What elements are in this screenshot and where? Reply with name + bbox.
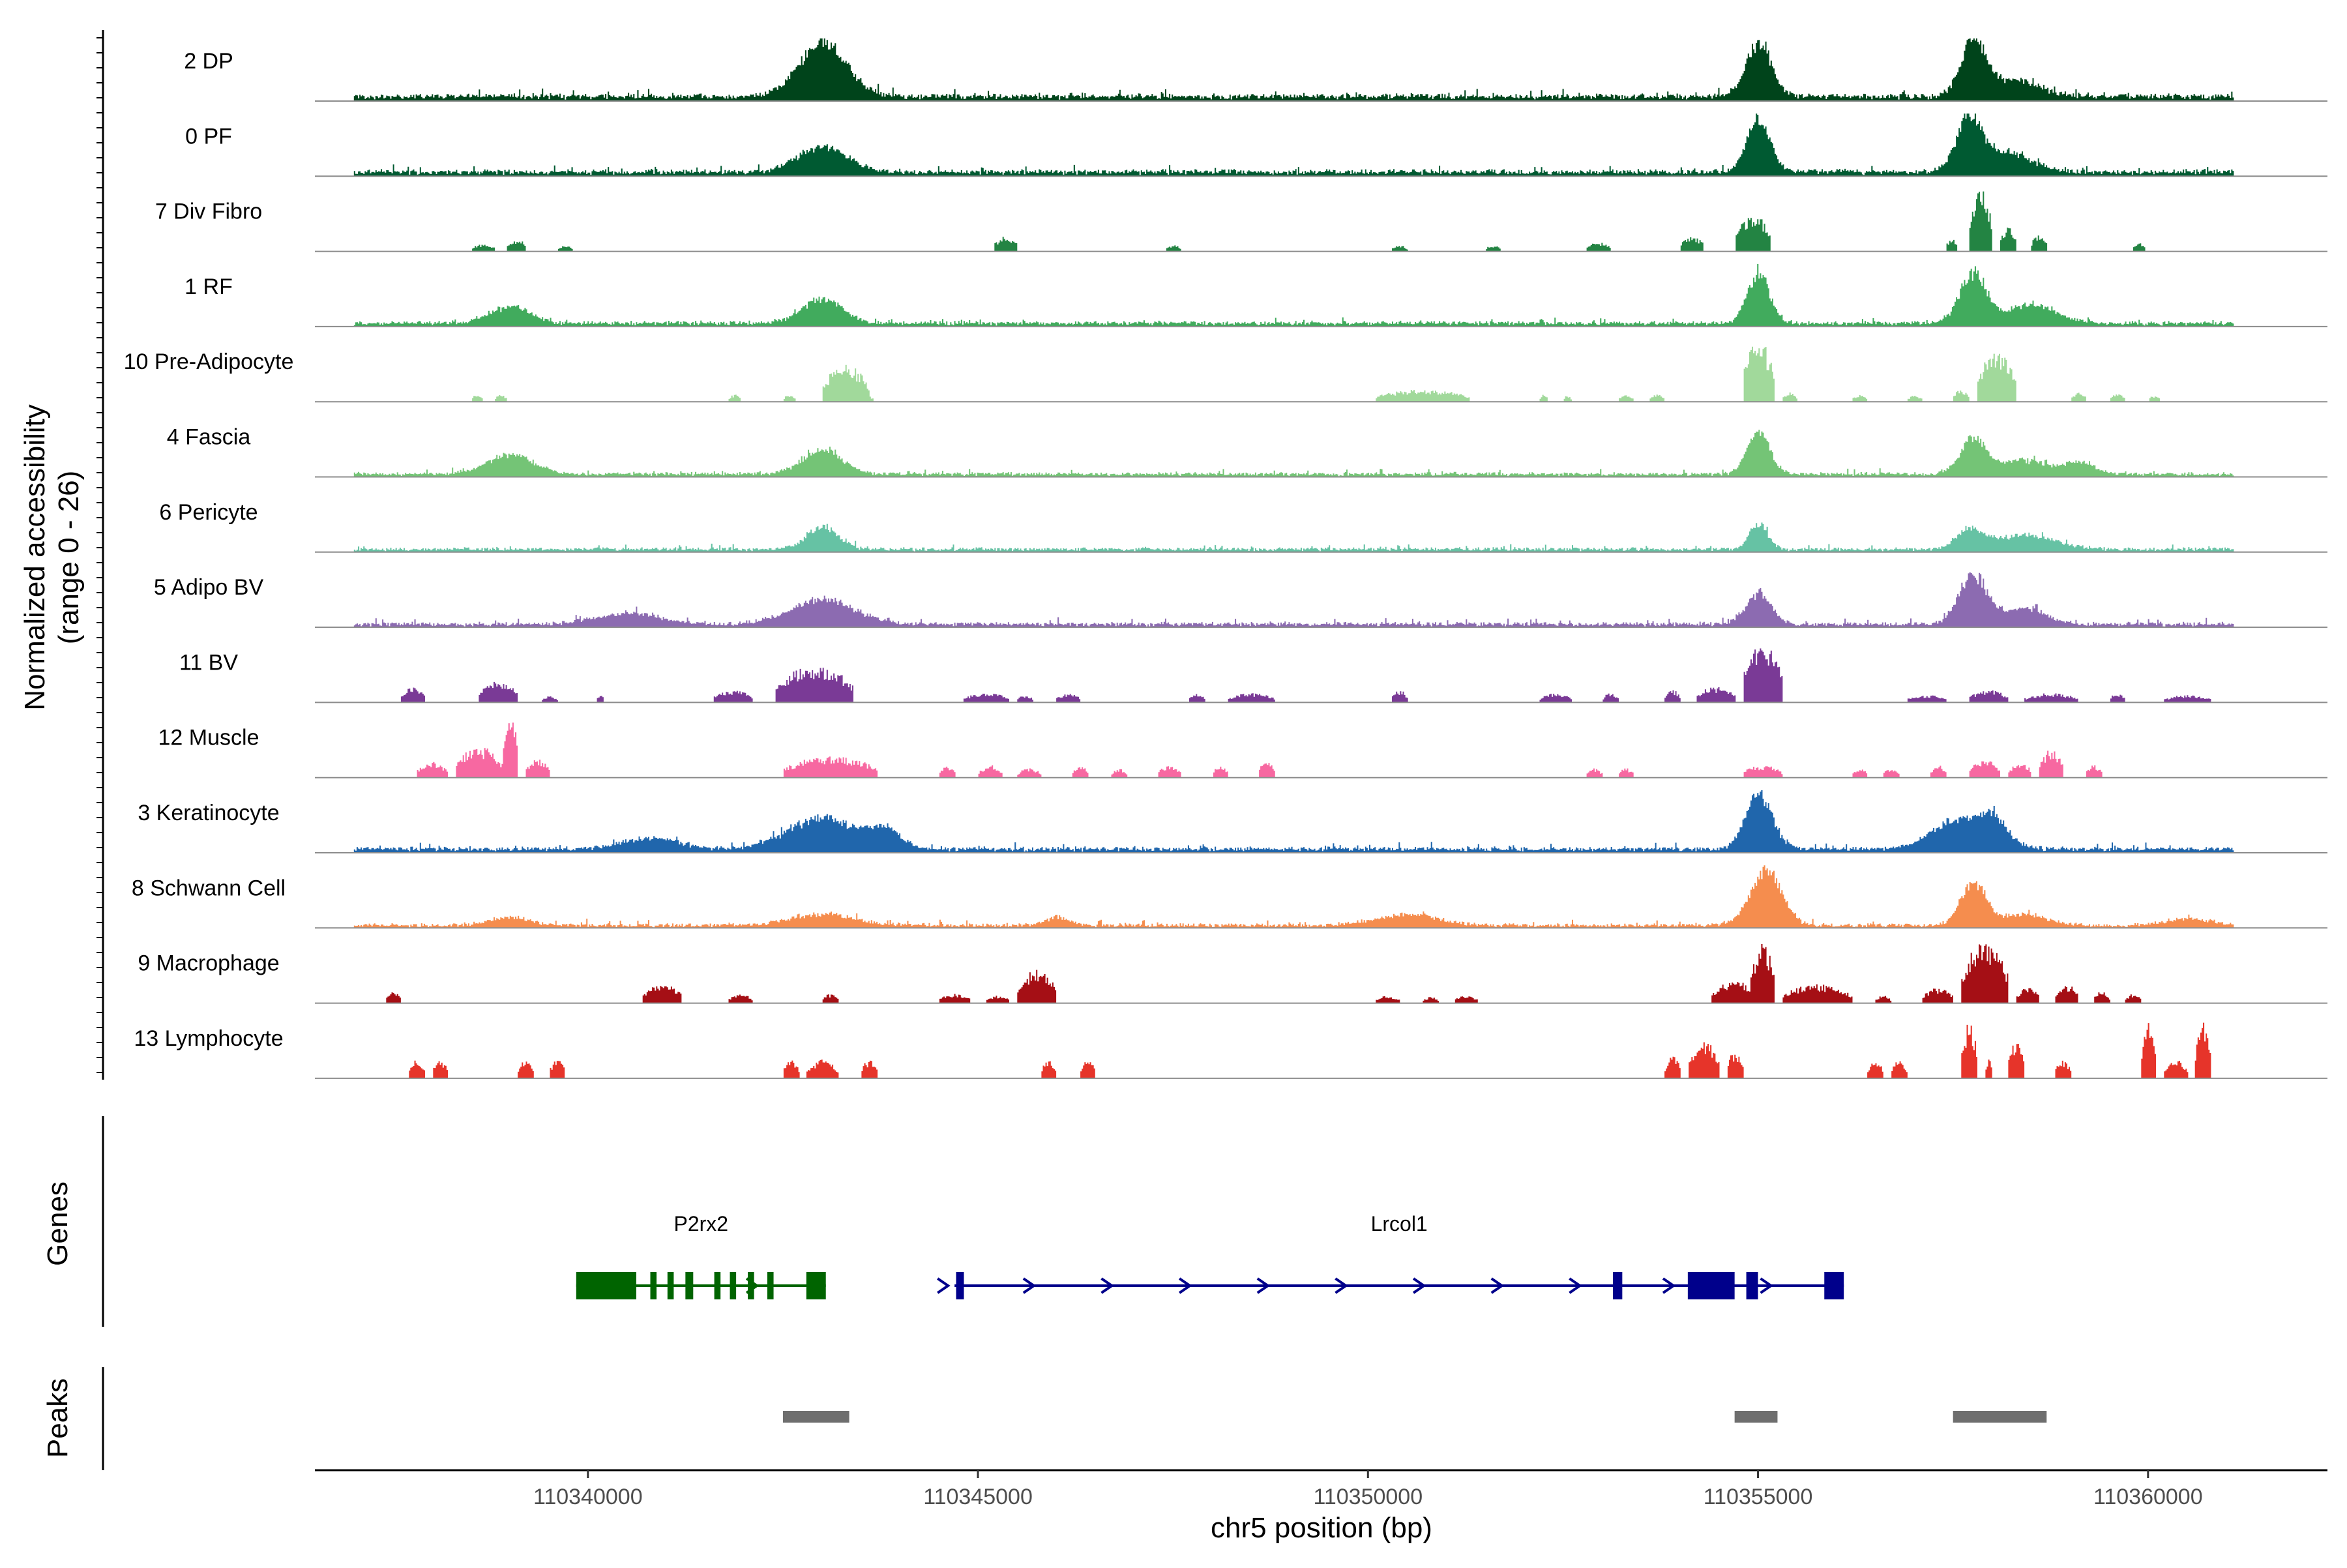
coverage-track: 1 RF [185, 263, 2327, 327]
gene-exon [956, 1272, 964, 1299]
coverage-area [353, 648, 2234, 703]
gene-exon [1612, 1272, 1623, 1299]
track-label: 1 RF [185, 274, 233, 299]
peak-bar [782, 1411, 849, 1423]
x-tick-label: 110355000 [1704, 1485, 1813, 1509]
gene-model: P2rx2 [576, 1212, 826, 1299]
track-label: 10 Pre-Adipocyte [124, 349, 294, 374]
gene-label: P2rx2 [673, 1212, 728, 1235]
track-label: 6 Pericyte [159, 500, 258, 525]
x-axis-title: chr5 position (bp) [1211, 1512, 1432, 1544]
gene-model: Lrcol1 [937, 1212, 1844, 1299]
gene-exon [714, 1272, 721, 1299]
x-tick-label: 110345000 [923, 1485, 1033, 1509]
coverage-area [353, 522, 2234, 552]
coverage-track: 9 Macrophage [138, 944, 2327, 1004]
gene-label: Lrcol1 [1371, 1212, 1428, 1235]
strand-arrow [1760, 1277, 1774, 1294]
coverage-track: 12 Muscle [158, 722, 2327, 778]
gene-exon [1824, 1272, 1844, 1299]
coverage-track: 11 BV [179, 648, 2327, 703]
track-label: 9 Macrophage [138, 951, 279, 976]
gene-track: P2rx2 Lrcol1 [102, 1116, 1844, 1327]
coverage-area [353, 191, 2234, 252]
coverage-area [353, 865, 2234, 928]
coverage-area [353, 113, 2234, 177]
coverage-area [353, 1022, 2234, 1078]
coverage-track: 10 Pre-Adipocyte [124, 346, 2327, 403]
gene-exon [730, 1272, 737, 1299]
strand-arrow [1662, 1277, 1676, 1294]
gene-model [745, 1277, 760, 1294]
x-tick-label: 110350000 [1313, 1485, 1423, 1509]
strand-arrow [1022, 1277, 1037, 1294]
genes-track-title: Genes [42, 1181, 74, 1266]
coverage-track: 4 Fascia [167, 425, 2327, 478]
track-label: 4 Fascia [167, 425, 251, 450]
coverage-area [353, 944, 2234, 1003]
coverage-area [353, 346, 2234, 402]
coverage-area [353, 722, 2234, 778]
strand-arrow [1490, 1277, 1505, 1294]
peak-track [102, 1367, 2047, 1470]
gene-exon [650, 1272, 657, 1299]
peak-bar [1953, 1411, 2047, 1423]
x-tick-label: 110340000 [533, 1485, 643, 1509]
y-axis-subtitle: (range 0 - 26) [53, 471, 85, 645]
coverage-track: 0 PF [185, 113, 2327, 177]
strand-arrow [1569, 1277, 1582, 1294]
peaks-track-title: Peaks [42, 1378, 74, 1458]
gene-exon [748, 1272, 754, 1299]
strand-arrow [1256, 1277, 1271, 1294]
strand-arrow [745, 1277, 760, 1294]
coverage-track: 13 Lymphocyte [134, 1022, 2327, 1079]
coverage-area [353, 38, 2234, 101]
track-label: 3 Keratinocyte [138, 801, 279, 825]
strand-arrow [1412, 1277, 1426, 1294]
track-label: 13 Lymphocyte [134, 1026, 283, 1051]
coverage-area [353, 430, 2234, 477]
gene-exon [767, 1272, 774, 1299]
coverage-tracks: 2 DP 0 PF 7 Div Fibro 1 RF 10 Pre-Adipocyte 4… [96, 30, 2327, 1080]
coverage-track: 6 Pericyte [159, 500, 2327, 553]
gene-exon [1687, 1272, 1735, 1299]
track-label: 2 DP [184, 49, 233, 74]
strand-arrow [1335, 1277, 1348, 1294]
coverage-area [353, 263, 2234, 327]
y-axis-title: Normalized accessibility [19, 404, 51, 710]
peak-bar [1734, 1411, 1778, 1423]
coverage-track: 8 Schwann Cell [132, 865, 2327, 929]
coverage-area [353, 572, 2234, 628]
track-label: 5 Adipo BV [154, 575, 264, 600]
coverage-track: 3 Keratinocyte [138, 790, 2327, 853]
strand-arrow [937, 1277, 951, 1294]
gene-exon [667, 1272, 674, 1299]
coverage-track: 2 DP [184, 38, 2327, 102]
gene-exon [685, 1272, 694, 1299]
gene-exon [576, 1272, 636, 1299]
x-tick-label: 110360000 [2093, 1485, 2203, 1509]
x-axis: 110340000 110345000 110350000 110355000 1103… [315, 1469, 2327, 1509]
track-label: 0 PF [185, 124, 232, 149]
strand-arrow [1100, 1277, 1114, 1294]
track-label: 7 Div Fibro [155, 200, 262, 224]
track-label: 12 Muscle [158, 726, 259, 750]
gene-exon [806, 1272, 826, 1299]
coverage-track: 7 Div Fibro [155, 191, 2327, 252]
gene-exon [1746, 1272, 1758, 1299]
track-label: 8 Schwann Cell [132, 876, 286, 900]
track-label: 11 BV [179, 650, 238, 675]
coverage-track: 5 Adipo BV [154, 572, 2327, 629]
strand-arrow [1178, 1277, 1192, 1294]
coverage-area [353, 790, 2234, 853]
